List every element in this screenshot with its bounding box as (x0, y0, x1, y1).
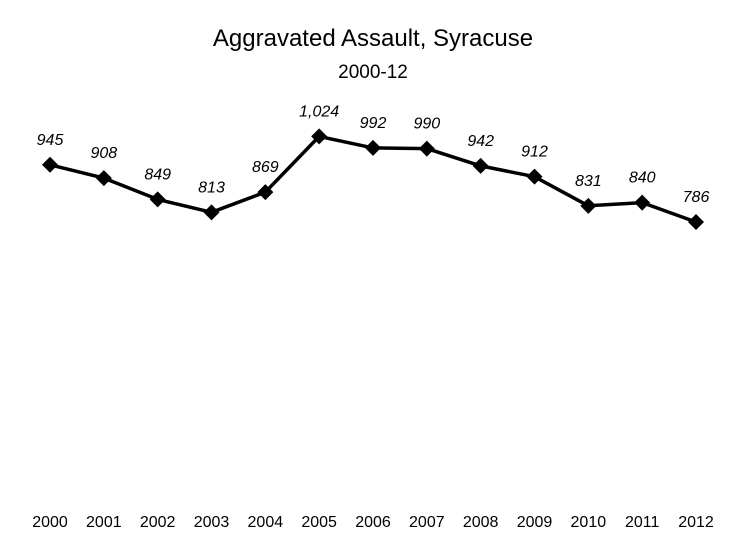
data-label-2001: 908 (90, 145, 117, 162)
data-label-2008: 942 (467, 133, 494, 150)
data-label-2007: 990 (413, 116, 440, 133)
x-tick-label-2005: 2005 (301, 514, 337, 531)
data-point-2006 (365, 139, 381, 156)
data-label-2004: 869 (252, 159, 279, 176)
data-label-2006: 992 (360, 115, 387, 132)
data-point-2010 (580, 197, 597, 214)
x-tick-label-2007: 2007 (409, 514, 445, 531)
x-tick-label-2008: 2008 (463, 514, 499, 531)
data-label-2010: 831 (575, 173, 602, 190)
data-label-2002: 849 (144, 166, 171, 183)
x-tick-label-2004: 2004 (248, 514, 284, 531)
data-labels: 945 908 849 813 869 1,024 992 990 942 912 831 840 78… (37, 103, 710, 206)
x-tick-label-2009: 2009 (517, 514, 553, 531)
series-layer (42, 128, 704, 231)
data-point-2004 (257, 184, 274, 201)
x-tick-label-2000: 2000 (32, 514, 68, 531)
x-axis: 2000 2001 2002 2003 2004 2005 2006 2007 2008 2009… (32, 514, 714, 531)
data-point-2007 (418, 140, 435, 157)
x-tick-label-2006: 2006 (355, 514, 391, 531)
data-point-2009 (526, 168, 543, 185)
data-point-2011 (634, 194, 651, 211)
data-label-2009: 912 (521, 144, 548, 161)
data-label-2000: 945 (37, 132, 64, 149)
data-point-2001 (95, 170, 112, 187)
data-point-2008 (472, 157, 489, 174)
data-label-2003: 813 (198, 179, 225, 196)
x-tick-label-2011: 2011 (625, 514, 660, 531)
data-point-2005 (311, 128, 328, 145)
x-tick-label-2003: 2003 (194, 514, 230, 531)
data-label-2011: 840 (629, 170, 656, 187)
x-tick-label-2001: 2001 (86, 514, 122, 531)
x-tick-label-2002: 2002 (140, 514, 176, 531)
data-point-2002 (149, 191, 166, 208)
data-point-2012 (688, 214, 704, 231)
data-point-2000 (42, 156, 58, 173)
data-point-2003 (203, 204, 220, 221)
x-tick-label-2010: 2010 (571, 514, 607, 531)
chart-title: Aggravated Assault, Syracuse (213, 25, 533, 52)
x-tick-label-2012: 2012 (678, 514, 714, 531)
data-label-2005: 1,024 (299, 103, 339, 120)
chart-subtitle: 2000-12 (338, 62, 408, 83)
data-label-2012: 786 (683, 189, 710, 206)
